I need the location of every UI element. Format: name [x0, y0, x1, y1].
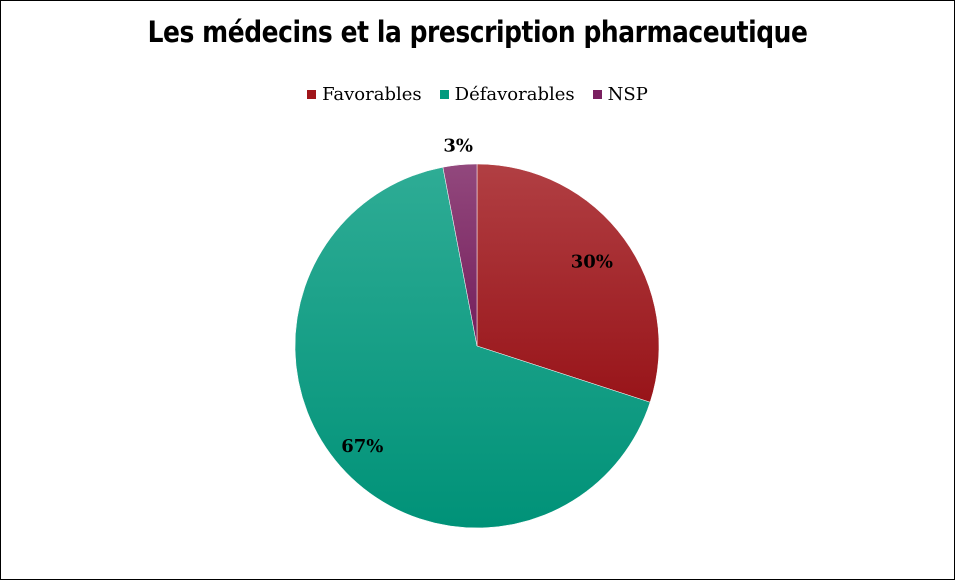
legend-label-defavorables: Défavorables [454, 84, 575, 105]
pie-labels: 30% 67% 3% [341, 136, 613, 457]
legend-swatch-favorables [307, 90, 317, 99]
chart-legend: Favorables Défavorables NSP [1, 84, 954, 105]
pie-slice-favorables [476, 163, 660, 403]
legend-swatch-nsp [592, 90, 602, 99]
pie-slices [294, 163, 660, 529]
chart-title: Les médecins et la prescription pharmace… [147, 15, 808, 49]
legend-item-favorables: Favorables [307, 84, 422, 105]
data-label-nsp: 3% [443, 136, 473, 157]
legend-label-favorables: Favorables [322, 84, 422, 105]
legend-item-nsp: NSP [592, 84, 648, 105]
pie-slice-nsp [442, 163, 478, 347]
data-label-defavorables: 67% [341, 436, 383, 457]
legend-swatch-defavorables [439, 90, 449, 99]
legend-item-defavorables: Défavorables [439, 84, 575, 105]
legend-label-nsp: NSP [607, 84, 648, 105]
pie-slice-defavorables [294, 166, 651, 529]
data-label-favorables: 30% [571, 252, 613, 273]
